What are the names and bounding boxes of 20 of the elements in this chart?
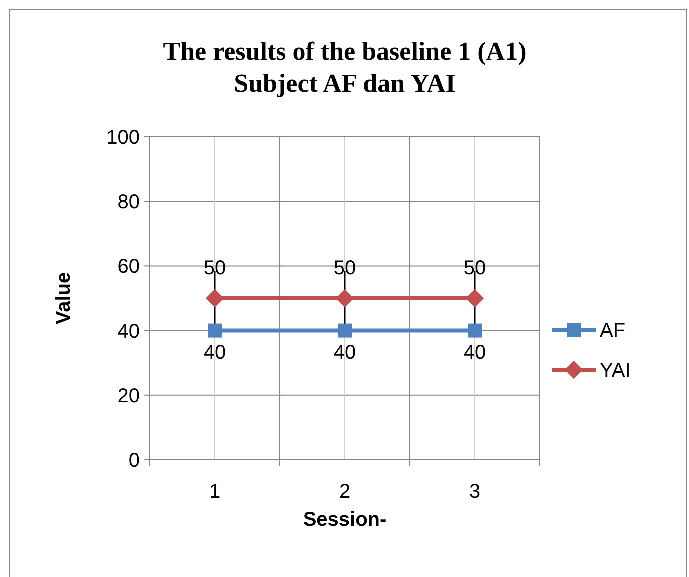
data-label: 50	[334, 258, 356, 280]
data-label: 50	[464, 258, 486, 280]
data-label: 50	[204, 258, 226, 280]
y-tick-label: 20	[118, 385, 140, 408]
legend-label: YAI	[600, 360, 631, 382]
x-tick-label: 2	[339, 481, 351, 503]
x-tick-label: 1	[209, 481, 221, 503]
x-tick-label: 3	[469, 481, 481, 503]
data-label: 40	[464, 342, 486, 364]
y-tick-label: 0	[128, 450, 140, 472]
legend-label: AF	[600, 320, 626, 342]
x-axis-title: Session-	[303, 509, 387, 531]
y-tick-label: 80	[118, 192, 140, 214]
data-label: 40	[204, 342, 226, 364]
chart-title: The results of the baseline 1 (A1) Subject AF dan YAI	[163, 37, 527, 98]
y-tick-label: 40	[118, 320, 140, 343]
y-axis-title: Value	[53, 272, 75, 325]
y-tick-label: 60	[118, 256, 140, 278]
y-tick-label: 100	[106, 127, 140, 149]
data-label: 40	[334, 342, 356, 364]
